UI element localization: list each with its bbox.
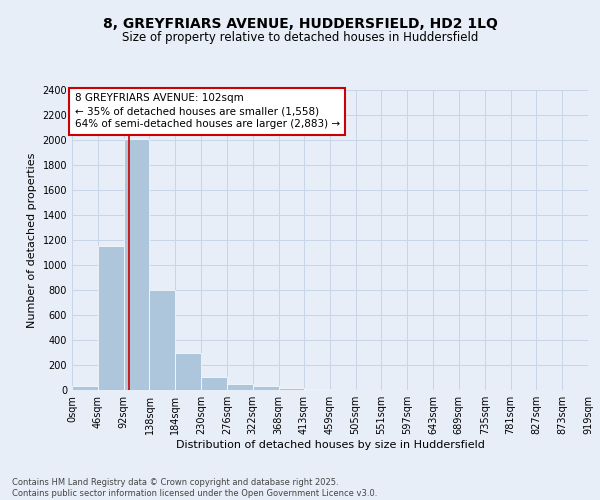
X-axis label: Distribution of detached houses by size in Huddersfield: Distribution of detached houses by size …: [176, 440, 484, 450]
Y-axis label: Number of detached properties: Number of detached properties: [27, 152, 37, 328]
Bar: [278, 388, 304, 390]
Text: Size of property relative to detached houses in Huddersfield: Size of property relative to detached ho…: [122, 31, 478, 44]
Bar: [98, 246, 124, 390]
Bar: [124, 138, 149, 390]
Bar: [201, 377, 227, 390]
Bar: [72, 386, 98, 390]
Text: Contains HM Land Registry data © Crown copyright and database right 2025.
Contai: Contains HM Land Registry data © Crown c…: [12, 478, 377, 498]
Bar: [175, 352, 201, 390]
Text: 8 GREYFRIARS AVENUE: 102sqm
← 35% of detached houses are smaller (1,558)
64% of : 8 GREYFRIARS AVENUE: 102sqm ← 35% of det…: [74, 93, 340, 130]
Bar: [149, 290, 175, 390]
Bar: [227, 384, 253, 390]
Bar: [253, 386, 278, 390]
Text: 8, GREYFRIARS AVENUE, HUDDERSFIELD, HD2 1LQ: 8, GREYFRIARS AVENUE, HUDDERSFIELD, HD2 …: [103, 18, 497, 32]
